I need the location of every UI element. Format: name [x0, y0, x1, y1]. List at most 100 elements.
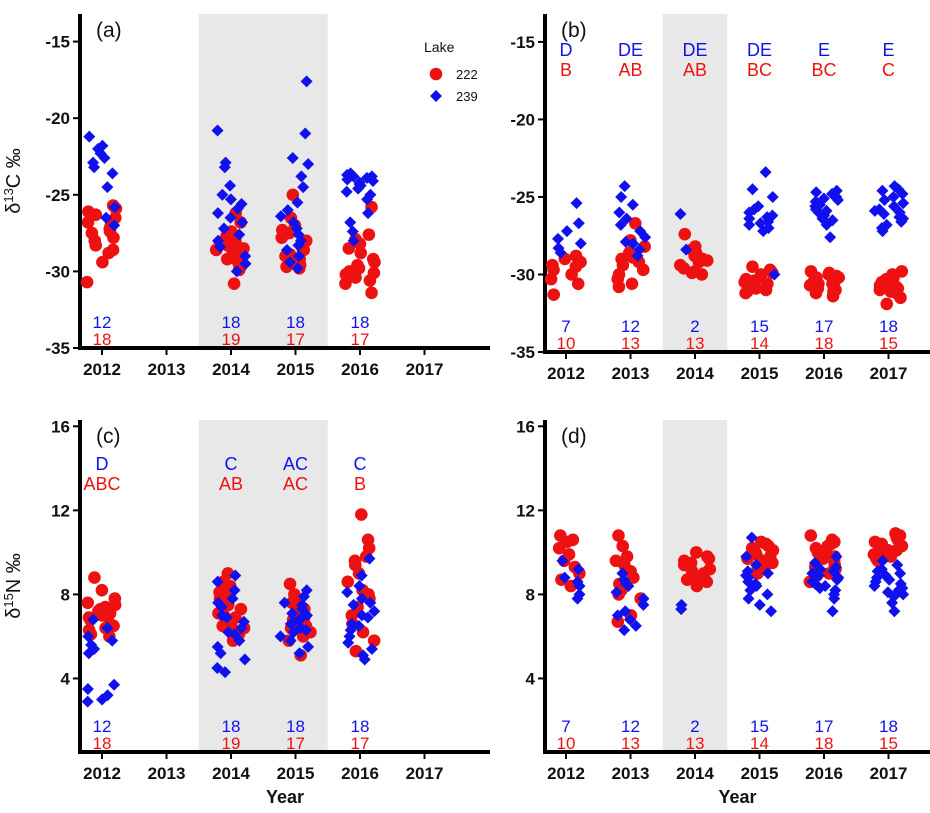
data-point-lake-222	[893, 529, 907, 542]
data-point-lake-239	[286, 607, 299, 620]
data-point-lake-239	[362, 207, 375, 220]
data-point-lake-222	[678, 227, 692, 241]
data-point-lake-222	[891, 282, 905, 295]
sample-count-239: 18	[351, 313, 370, 332]
significance-letter-222: AC	[283, 474, 308, 494]
series-lake-239	[83, 75, 379, 278]
y-tick-label: -15	[510, 33, 535, 52]
data-point-lake-239	[761, 588, 774, 601]
data-point-lake-239	[743, 218, 756, 231]
data-point-lake-239	[868, 580, 881, 592]
y-tick-label: 4	[526, 669, 536, 688]
data-point-lake-239	[813, 582, 826, 595]
data-point-lake-222	[547, 288, 561, 301]
data-point-lake-239	[81, 695, 94, 708]
data-point-lake-239	[613, 206, 626, 219]
significance-letter-222: BC	[747, 60, 772, 80]
data-point-lake-239	[353, 580, 366, 592]
data-point-lake-222	[367, 266, 381, 280]
panel-a: -35 -30 -25 -20 -15 2012 2013 2014 2015 2016 2017 (…	[1, 14, 490, 379]
data-point-lake-222	[362, 228, 376, 241]
x-tick-label: 2016	[341, 360, 379, 379]
x-tick-label: 2017	[406, 360, 444, 379]
data-point-lake-239	[108, 219, 121, 232]
data-point-lake-239	[675, 603, 688, 616]
data-point-lake-239	[556, 554, 569, 567]
data-point-lake-239	[342, 636, 355, 649]
data-point-lake-239	[761, 211, 774, 224]
data-point-lake-239	[101, 181, 114, 194]
y-tick-label: 4	[61, 669, 71, 688]
data-point-lake-239	[812, 569, 825, 582]
data-point-lake-239	[365, 643, 378, 656]
data-point-lake-239	[236, 216, 249, 229]
sample-count-239: 18	[286, 313, 305, 332]
panel-d: 4 8 12 16 2012 2013 2014 2015 2016 2017 (d) Year 7 12…	[516, 417, 930, 807]
data-point-lake-239	[761, 567, 774, 580]
x-axis-title: Year	[718, 787, 756, 807]
y-tick-label: 12	[51, 501, 70, 520]
data-point-lake-222	[746, 260, 759, 274]
data-point-lake-239	[554, 246, 567, 259]
data-point-lake-239	[868, 204, 881, 217]
data-point-lake-222	[95, 583, 109, 597]
data-point-lake-239	[239, 250, 252, 263]
legend-label-222: 222	[456, 67, 478, 82]
data-point-lake-239	[347, 234, 360, 247]
data-point-lake-222	[880, 297, 894, 311]
sample-count-239: 18	[222, 313, 241, 332]
data-point-lake-222	[354, 246, 368, 260]
data-point-lake-239	[291, 262, 304, 275]
sample-count-222: 10	[557, 734, 576, 753]
data-point-lake-239	[364, 188, 377, 201]
legend-label-239: 239	[456, 89, 478, 104]
shaded-period	[662, 14, 728, 352]
data-point-lake-239	[283, 256, 296, 269]
data-point-lake-222	[275, 223, 289, 237]
data-point-lake-239	[108, 201, 121, 214]
data-point-lake-239	[297, 181, 310, 194]
shaded-period	[198, 14, 328, 348]
data-point-lake-239	[217, 222, 230, 235]
x-tick-label: 2014	[676, 764, 714, 783]
data-point-lake-239	[574, 237, 587, 250]
data-point-lake-239	[287, 615, 300, 628]
data-point-lake-239	[893, 211, 906, 224]
x-tick-label: 2013	[612, 764, 650, 783]
significance-letter-239: DE	[747, 40, 772, 60]
data-point-lake-222	[685, 266, 699, 280]
data-point-lake-239	[281, 243, 294, 256]
data-point-lake-239	[816, 212, 829, 225]
data-point-lake-222	[609, 554, 623, 568]
data-point-lake-239	[637, 592, 650, 605]
data-point-lake-239	[894, 567, 907, 580]
data-point-lake-239	[222, 626, 235, 639]
data-point-lake-222	[690, 579, 704, 593]
data-point-lake-239	[558, 571, 571, 584]
x-tick-label: 2015	[741, 364, 779, 383]
sample-count-222: 10	[557, 334, 576, 353]
series-lake-239	[552, 166, 910, 281]
x-tick-label: 2016	[805, 764, 843, 783]
sample-count-239: 17	[815, 317, 834, 336]
panel-label: (c)	[96, 425, 121, 448]
data-point-lake-239	[108, 678, 121, 691]
panel-label: (a)	[96, 19, 122, 42]
significance-letter-239: AC	[283, 454, 308, 474]
data-point-lake-239	[748, 203, 761, 216]
data-point-lake-222	[702, 552, 716, 565]
data-point-lake-239	[892, 183, 905, 196]
data-point-lake-239	[827, 565, 840, 578]
y-axis-title: δ13C ‰	[1, 148, 26, 214]
data-point-lake-239	[355, 592, 368, 605]
sample-count-222: 14	[750, 734, 769, 753]
data-point-lake-222	[749, 282, 763, 295]
sample-count-239: 12	[93, 717, 112, 736]
data-point-lake-239	[224, 179, 237, 192]
data-point-lake-239	[352, 619, 365, 632]
data-point-lake-222	[544, 272, 558, 286]
data-point-lake-239	[614, 218, 627, 231]
data-point-lake-222	[339, 268, 353, 281]
data-point-lake-239	[363, 552, 376, 565]
